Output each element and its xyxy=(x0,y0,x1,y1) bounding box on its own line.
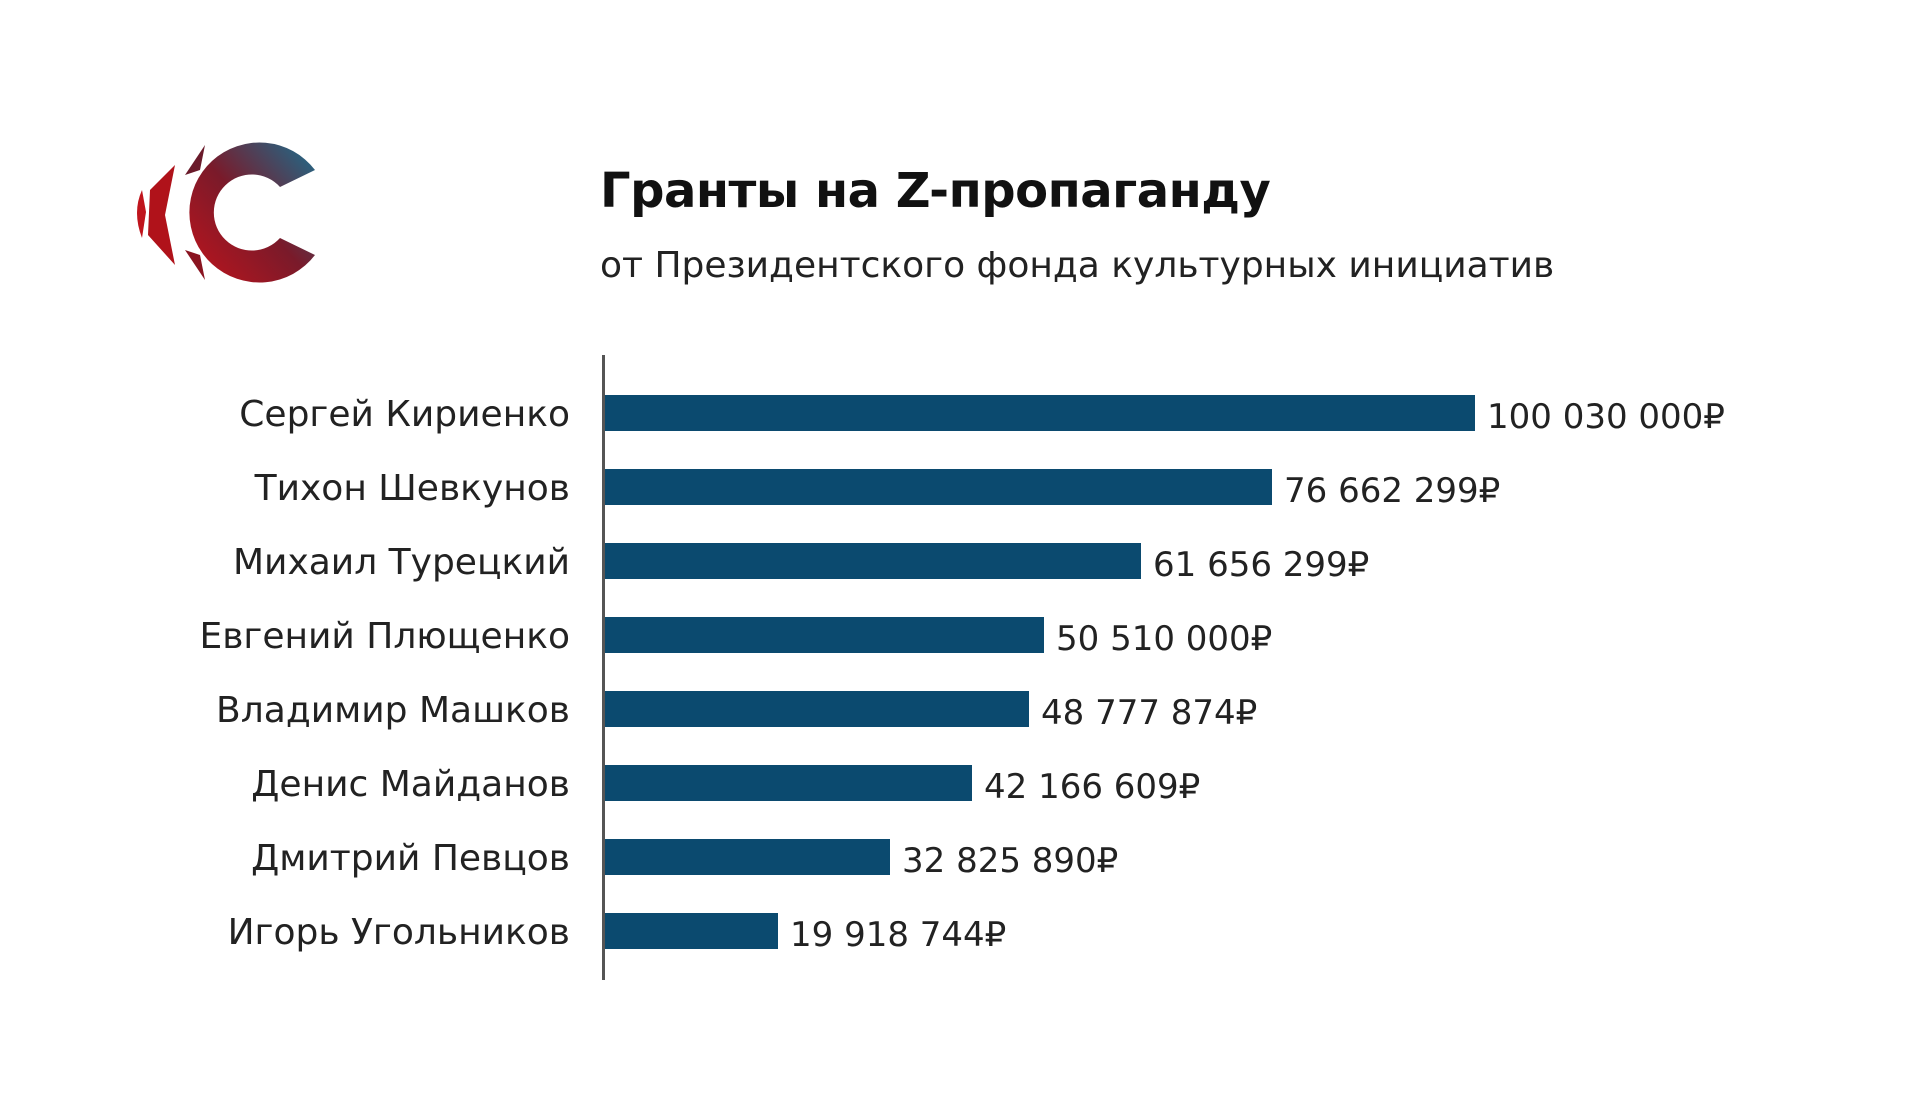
value-label: 32 825 890₽ xyxy=(902,841,1119,881)
value-label: 61 656 299₽ xyxy=(1153,545,1370,585)
value-label: 19 918 744₽ xyxy=(790,915,1007,955)
value-label: 76 662 299₽ xyxy=(1284,471,1501,511)
category-label: Сергей Кириенко xyxy=(239,394,570,435)
value-label: 100 030 000₽ xyxy=(1487,397,1725,437)
c-swoosh-logo-icon xyxy=(130,130,320,295)
category-label: Денис Майданов xyxy=(251,764,570,805)
category-label: Дмитрий Певцов xyxy=(251,838,570,879)
category-label: Тихон Шевкунов xyxy=(254,468,570,509)
category-label: Евгений Плющенко xyxy=(199,616,570,657)
value-label: 48 777 874₽ xyxy=(1041,693,1258,733)
bar xyxy=(605,543,1141,579)
bar xyxy=(605,469,1272,505)
category-label: Игорь Угольников xyxy=(227,912,570,953)
bar xyxy=(605,839,890,875)
category-label: Михаил Турецкий xyxy=(232,542,570,583)
value-label: 50 510 000₽ xyxy=(1056,619,1273,659)
y-axis-line xyxy=(602,355,605,980)
bar xyxy=(605,765,972,801)
bar xyxy=(605,395,1475,431)
bar xyxy=(605,691,1029,727)
bar xyxy=(605,617,1044,653)
chart-title: Гранты на Z-пропаганду xyxy=(600,163,1271,219)
category-label: Владимир Машков xyxy=(216,690,570,731)
bar xyxy=(605,913,778,949)
chart-subtitle: от Президентского фонда культурных иници… xyxy=(600,245,1555,286)
value-label: 42 166 609₽ xyxy=(984,767,1201,807)
